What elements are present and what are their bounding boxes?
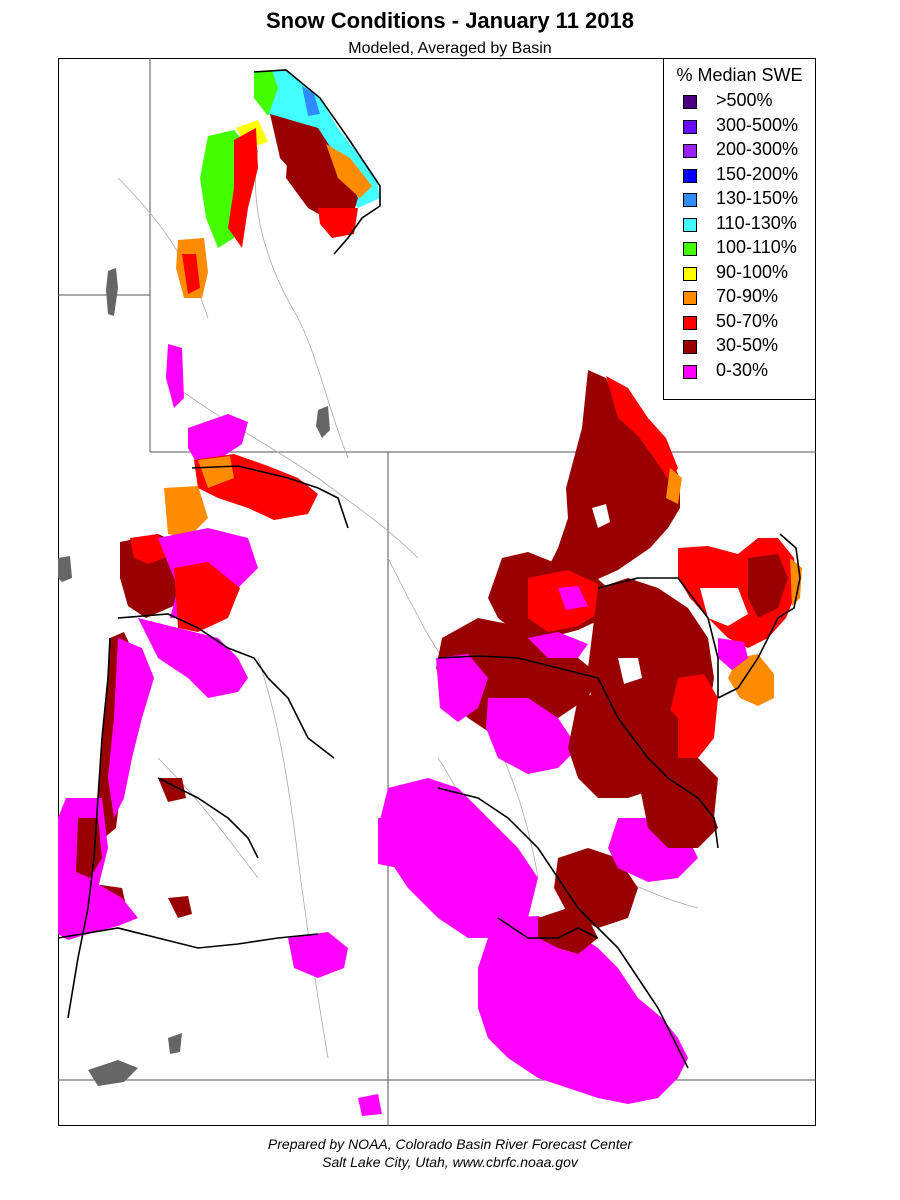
map-title: Snow Conditions - January 11 2018 bbox=[266, 8, 634, 33]
legend-swatch bbox=[683, 266, 697, 281]
legend-label: 150-200% bbox=[716, 163, 799, 184]
footer-location-line: Salt Lake City, Utah, www.cbrfc.noaa.gov bbox=[322, 1154, 578, 1170]
legend-item: 110-130% bbox=[664, 212, 815, 240]
legend-label: 0-30% bbox=[716, 359, 769, 380]
legend-swatch bbox=[683, 340, 697, 354]
legend-item: >500% bbox=[664, 90, 815, 117]
legend-label: 300-500% bbox=[716, 114, 799, 135]
legend-label: 200-300% bbox=[716, 139, 799, 159]
footer-credit-line: Prepared by NOAA, Colorado Basin River F… bbox=[267, 1136, 633, 1152]
legend-item: 30-50% bbox=[664, 335, 815, 362]
legend-swatch bbox=[683, 291, 697, 305]
legend-label: 90-100% bbox=[716, 261, 789, 282]
legend-item: 50-70% bbox=[664, 310, 815, 338]
snow-zone-fills bbox=[58, 70, 802, 1116]
legend-swatch bbox=[683, 217, 697, 232]
legend-swatch bbox=[683, 168, 697, 183]
legend-label: 110-130% bbox=[716, 212, 797, 233]
legend-items: >500% 300-500% 200-300% 150-200% 130-150% 110… bbox=[664, 90, 815, 387]
legend-item: 100-110% bbox=[664, 237, 815, 264]
legend-item: 90-100% bbox=[664, 261, 815, 289]
legend-label: 70-90% bbox=[716, 286, 779, 306]
legend-item: 300-500% bbox=[664, 114, 815, 142]
legend-title: % Median SWE bbox=[676, 65, 803, 85]
legend-label: 50-70% bbox=[716, 310, 779, 331]
legend-item: 200-300% bbox=[664, 139, 815, 166]
legend-label: 30-50% bbox=[716, 335, 779, 355]
legend-swatch bbox=[683, 144, 697, 158]
legend-swatch bbox=[683, 95, 697, 109]
legend-label: 100-110% bbox=[716, 237, 797, 257]
legend-item: 130-150% bbox=[664, 188, 815, 215]
legend-label: 130-150% bbox=[716, 188, 799, 208]
legend-item: 0-30% bbox=[664, 359, 815, 387]
map-subtitle: Modeled, Averaged by Basin bbox=[348, 40, 552, 57]
legend-item: 150-200% bbox=[664, 163, 815, 191]
basin-boundaries bbox=[58, 69, 801, 1069]
legend-swatch bbox=[683, 242, 697, 256]
legend-swatch bbox=[683, 193, 697, 207]
legend-swatch bbox=[683, 315, 697, 330]
legend-swatch bbox=[683, 119, 697, 134]
legend-swatch bbox=[683, 364, 697, 379]
legend-label: >500% bbox=[716, 90, 773, 110]
legend-item: 70-90% bbox=[664, 286, 815, 313]
legend-box: % Median SWE >500% 300-500% 200-300% 150-20… bbox=[663, 59, 815, 400]
lakes bbox=[58, 268, 330, 1086]
